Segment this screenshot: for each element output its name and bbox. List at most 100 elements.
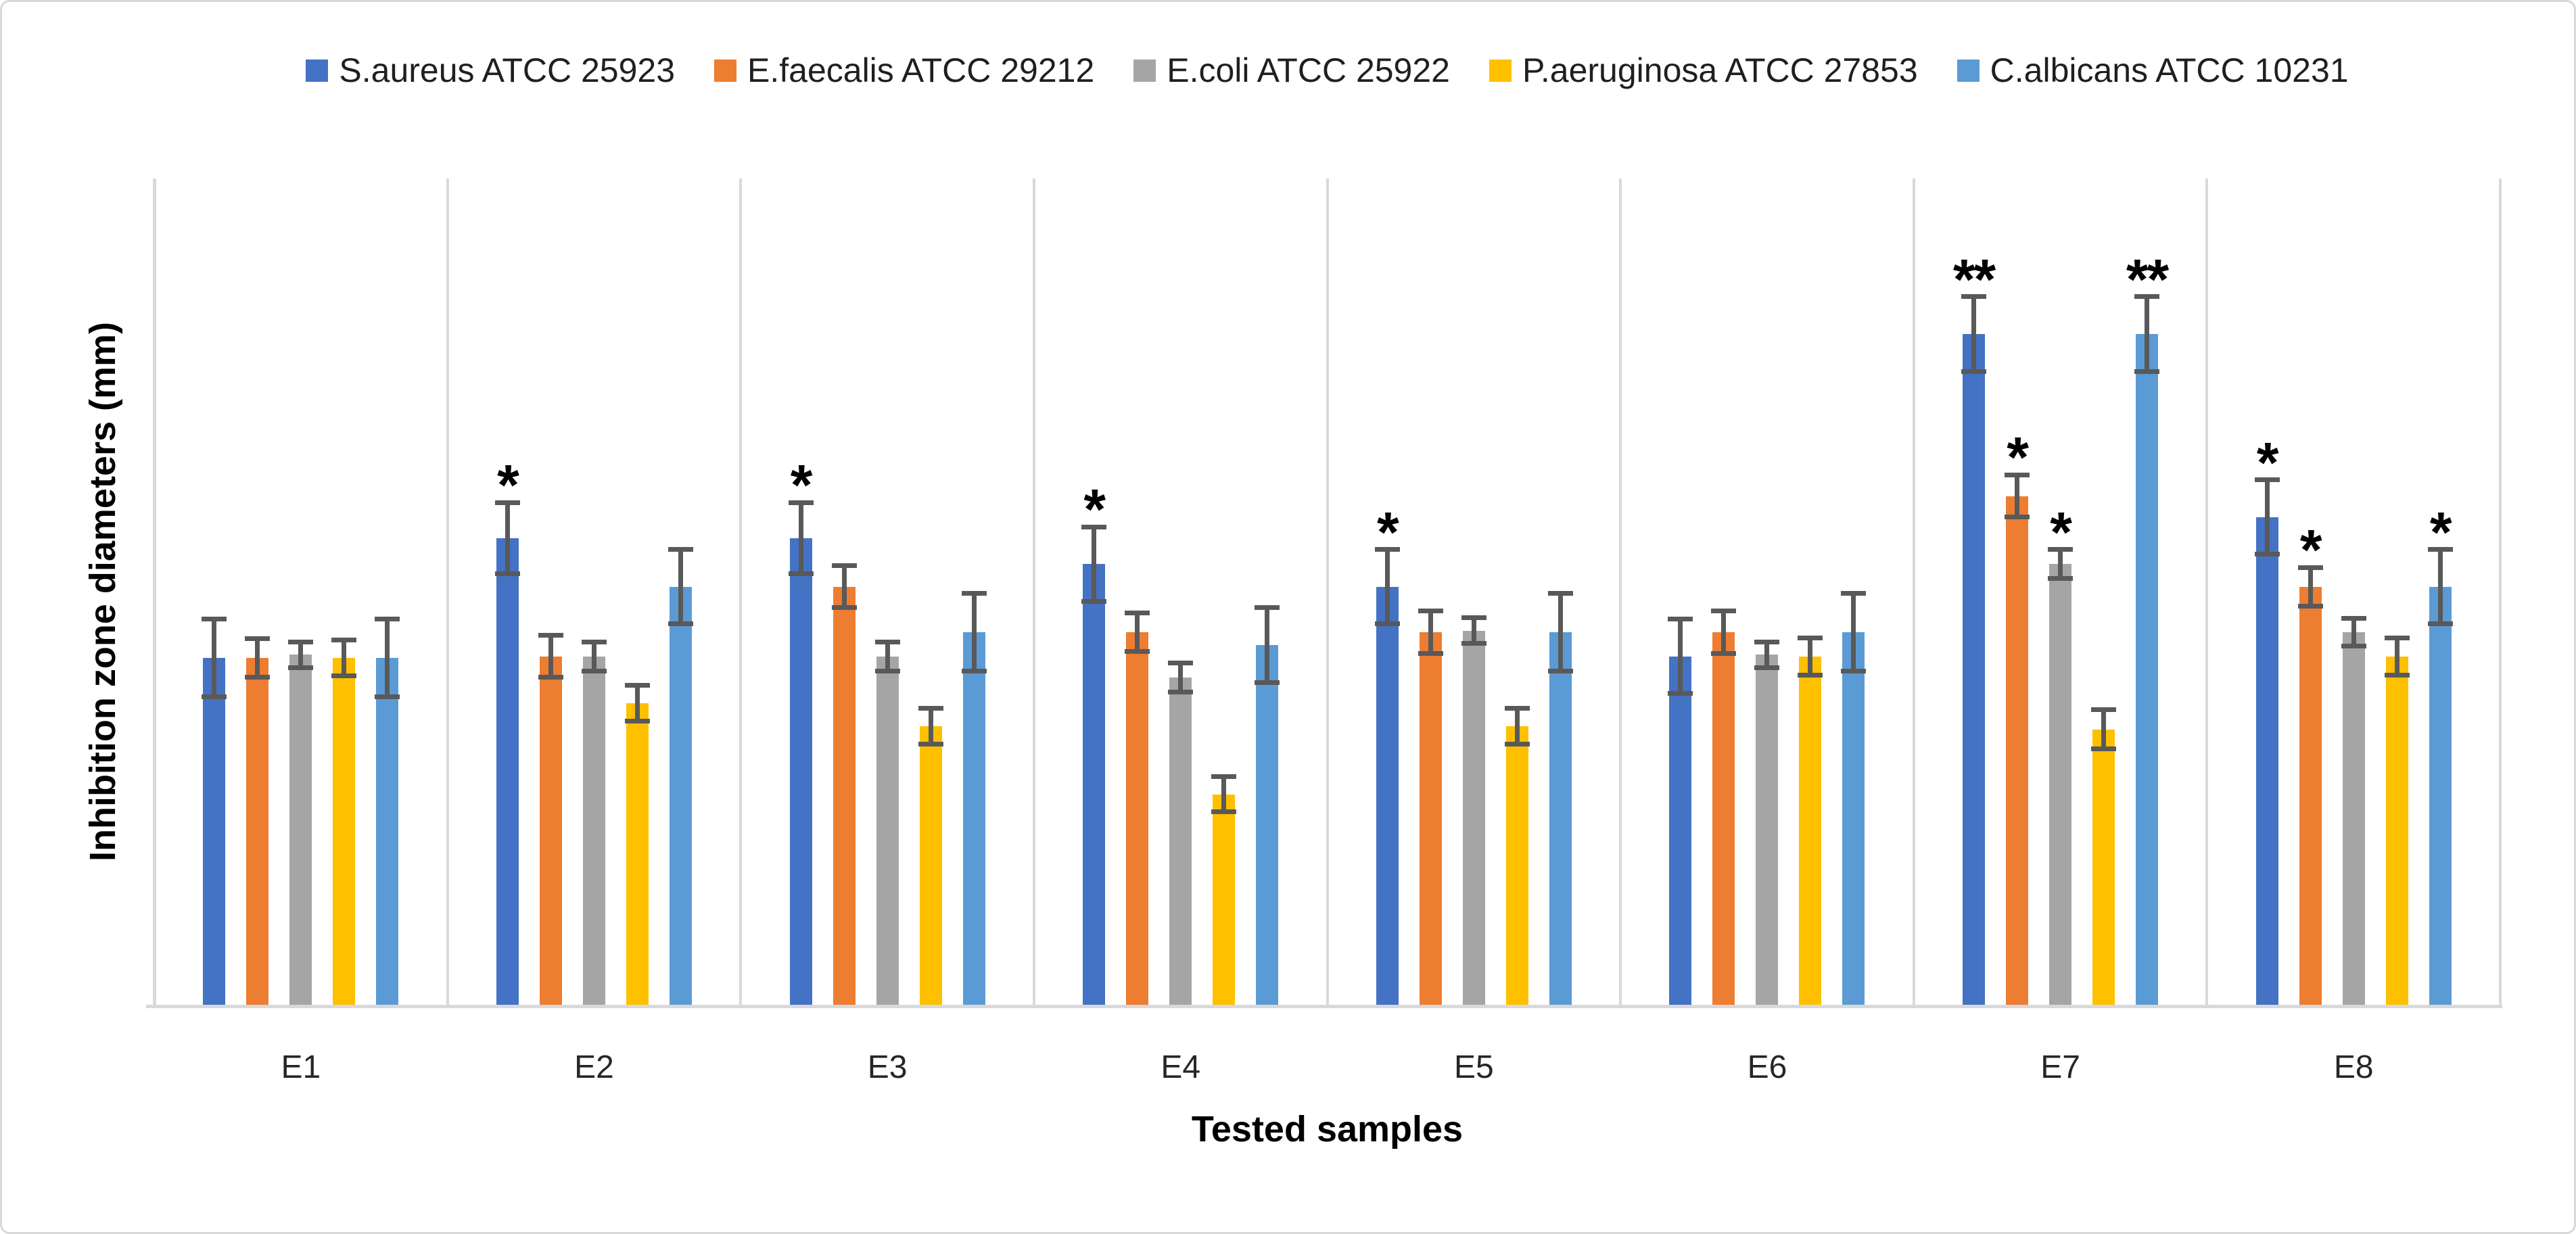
legend-swatch-icon — [1133, 59, 1156, 82]
legend-item: P.aeruginosa ATCC 27853 — [1489, 51, 1918, 90]
category-label: E4 — [1161, 1049, 1201, 1085]
error-bar-bottom-cap — [1711, 650, 1737, 656]
bar — [962, 632, 985, 1005]
error-bar-line — [2101, 709, 2107, 749]
category-divider-line — [1032, 179, 1035, 1005]
category-label: E1 — [281, 1049, 321, 1085]
error-bar-line — [1092, 527, 1097, 602]
error-bar-bottom-cap — [961, 668, 987, 673]
bar — [626, 703, 649, 1005]
category-divider-line — [446, 179, 449, 1005]
bar — [1462, 630, 1485, 1005]
error-bar-line — [1265, 607, 1270, 683]
category-label: E6 — [1747, 1049, 1787, 1085]
bar — [789, 538, 812, 1005]
error-bar-top-cap — [624, 683, 650, 688]
legend-item: E.faecalis ATCC 29212 — [714, 51, 1094, 90]
error-bar-top-cap — [2427, 547, 2453, 552]
bar — [246, 658, 269, 1005]
bar — [539, 656, 562, 1005]
error-bar-bottom-cap — [1168, 690, 1194, 695]
bar — [2049, 564, 2072, 1005]
x-axis-line — [146, 1005, 2502, 1008]
y-axis-title: Inhibition zone diameters (mm) — [83, 321, 123, 862]
error-bar-bottom-cap — [2341, 643, 2366, 648]
error-bar-line — [1558, 593, 1563, 671]
error-bar-bottom-cap — [245, 675, 271, 680]
bar — [1376, 586, 1399, 1005]
error-bar-line — [1384, 549, 1390, 624]
error-bar-line — [1428, 611, 1433, 654]
error-bar-top-cap — [1255, 605, 1280, 611]
error-bar-bottom-cap — [1374, 621, 1400, 627]
category-label: E2 — [574, 1049, 614, 1085]
bar — [289, 655, 312, 1005]
error-bar-line — [342, 640, 347, 676]
error-bar-top-cap — [2005, 472, 2030, 477]
error-bar-bottom-cap — [2005, 515, 2030, 520]
legend-swatch-icon — [1489, 59, 1512, 82]
error-bar-top-cap — [1668, 617, 1693, 622]
error-bar-bottom-cap — [494, 571, 520, 577]
error-bar-line — [2351, 618, 2356, 646]
error-bar-line — [1221, 776, 1227, 812]
error-bar-line — [841, 565, 847, 608]
error-bar-top-cap — [375, 617, 400, 622]
error-bar-line — [2058, 549, 2063, 579]
error-bar-bottom-cap — [918, 741, 943, 746]
bar — [2136, 334, 2159, 1005]
bar — [2006, 496, 2029, 1005]
error-bar-bottom-cap — [288, 665, 314, 671]
error-bar-bottom-cap — [1211, 809, 1237, 815]
error-bar-line — [385, 619, 390, 697]
bar — [496, 538, 519, 1005]
category-divider-line — [1619, 179, 1622, 1005]
error-bar-top-cap — [1211, 774, 1237, 779]
legend-label: P.aeruginosa ATCC 27853 — [1522, 51, 1918, 89]
bar — [1842, 632, 1865, 1005]
error-bar-top-cap — [918, 706, 943, 711]
error-bar-top-cap — [1418, 609, 1443, 614]
error-bar-line — [1514, 708, 1520, 744]
error-bar-top-cap — [2254, 477, 2280, 483]
x-axis-title: Tested samples — [1191, 1109, 1463, 1149]
error-bar-line — [1971, 296, 1977, 372]
bar — [2299, 586, 2322, 1005]
error-bar-top-cap — [2384, 636, 2410, 641]
error-bar-top-cap — [1461, 615, 1486, 620]
significance-star: * — [2256, 430, 2279, 494]
error-bar-line — [212, 619, 217, 697]
error-bar-top-cap — [961, 590, 987, 596]
bar — [1505, 726, 1528, 1005]
error-bar-line — [1764, 642, 1770, 668]
y-axis-line — [153, 179, 156, 1008]
error-bar-top-cap — [1841, 590, 1867, 596]
error-bar-bottom-cap — [1125, 649, 1150, 655]
error-bar-top-cap — [245, 636, 271, 641]
category-label: E8 — [2333, 1049, 2374, 1085]
bar — [1712, 632, 1735, 1005]
error-bar-bottom-cap — [2091, 746, 2117, 751]
error-bar-top-cap — [2091, 707, 2117, 713]
category-divider-line — [2499, 179, 2502, 1005]
error-bar-top-cap — [202, 617, 227, 622]
error-bar-line — [2394, 638, 2399, 675]
legend-item: E.coli ATCC 25922 — [1133, 51, 1450, 90]
error-bar-top-cap — [2297, 565, 2323, 570]
bar — [376, 658, 399, 1005]
error-bar-bottom-cap — [331, 673, 357, 679]
error-bar-bottom-cap — [831, 605, 857, 611]
error-bar-top-cap — [538, 633, 563, 638]
significance-star: * — [497, 453, 519, 517]
error-bar-bottom-cap — [1081, 598, 1107, 604]
error-bar-bottom-cap — [2297, 604, 2323, 609]
bar — [2092, 729, 2115, 1005]
error-bar-bottom-cap — [202, 694, 227, 700]
significance-star: * — [2299, 518, 2322, 582]
bar — [2385, 656, 2408, 1005]
significance-star: * — [790, 453, 813, 517]
legend-label: E.coli ATCC 25922 — [1167, 51, 1450, 89]
legend-swatch-icon — [714, 59, 737, 82]
error-bar-line — [255, 638, 260, 678]
error-bar-bottom-cap — [874, 668, 900, 673]
